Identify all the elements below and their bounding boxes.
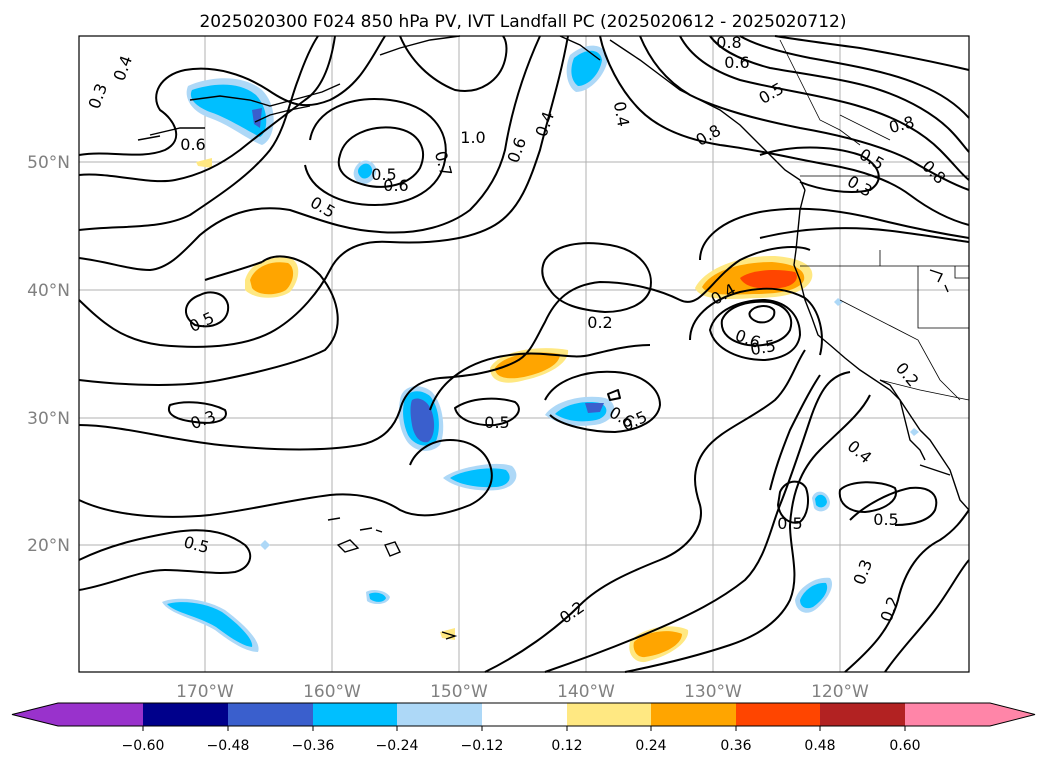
colorbar-tick-label: −0.36: [292, 738, 335, 754]
contour-label: 0.5: [749, 336, 777, 359]
longitude-labels: 170°W 160°W 150°W 140°W 130°W 120°W: [176, 682, 869, 702]
lon-label-120w: 120°W: [811, 682, 869, 702]
shaded-anomalies: [162, 45, 919, 663]
contour-label: 1.0: [460, 128, 485, 147]
colorbar-tick-label: 0.24: [635, 738, 666, 754]
colorbar-segment: [651, 703, 736, 726]
colorbar-tick-label: 0.12: [551, 738, 582, 754]
contour-label: 0.6: [383, 176, 408, 195]
colorbar-tick-label: −0.24: [376, 738, 419, 754]
lat-label-40n: 40°N: [27, 281, 70, 301]
map-title: 2025020300 F024 850 hPa PV, IVT Landfall…: [199, 12, 846, 32]
contour-label: 0.6: [724, 53, 749, 72]
lon-label-140w: 140°W: [557, 682, 615, 702]
lon-label-170w: 170°W: [176, 682, 234, 702]
colorbar-outline: [11, 702, 1036, 727]
colorbar-segment: [482, 703, 567, 726]
colorbar-segment: [143, 703, 228, 726]
map-frame: [78, 35, 970, 673]
map-panel: 0.4 0.3 0.6 0.5 0.6 0.7 1.0 0.6 0.4 0.4 …: [78, 33, 970, 673]
colorbar-tick-label: −0.12: [461, 738, 504, 754]
colorbar-segment: [397, 703, 482, 726]
pv-contours: [78, 35, 970, 673]
colorbar-segment: [820, 703, 905, 726]
contour-label: 0.2: [587, 313, 612, 332]
colorbar-segment: [736, 703, 820, 726]
colorbar-tick-label: 0.48: [804, 738, 835, 754]
lon-label-160w: 160°W: [303, 682, 361, 702]
colorbar-segment: [228, 703, 313, 726]
lon-label-150w: 150°W: [430, 682, 488, 702]
lat-label-50n: 50°N: [27, 153, 70, 173]
colorbar-tick-label: 0.36: [720, 738, 751, 754]
colorbar-segment: [313, 703, 397, 726]
colorbar-extend-min: [12, 703, 143, 726]
latitude-labels: 50°N 40°N 30°N 20°N: [27, 153, 70, 556]
lat-label-30n: 30°N: [27, 409, 70, 429]
contour-label: 0.5: [777, 514, 802, 533]
colorbar-segment: [567, 703, 651, 726]
contour-label: 0.4: [610, 100, 633, 128]
contour-label: 0.6: [180, 135, 205, 154]
colorbar-tick-label: −0.48: [207, 738, 250, 754]
colorbar-extend-max: [905, 703, 1035, 726]
colorbar-tick-label: −0.60: [122, 738, 165, 754]
contour-label: 0.8: [716, 33, 741, 52]
colorbar-tick-label: 0.60: [889, 738, 920, 754]
political-borders: [779, 39, 970, 401]
colorbar: −0.60 −0.48 −0.36 −0.24 −0.12 0.12 0.24 …: [11, 702, 1036, 754]
lon-label-130w: 130°W: [684, 682, 742, 702]
contour-label: 0.5: [484, 413, 509, 432]
coastlines: [137, 35, 970, 640]
lat-label-20n: 20°N: [27, 536, 70, 556]
contour-label: 0.5: [873, 510, 898, 529]
contour-label: 0.5: [371, 165, 396, 184]
